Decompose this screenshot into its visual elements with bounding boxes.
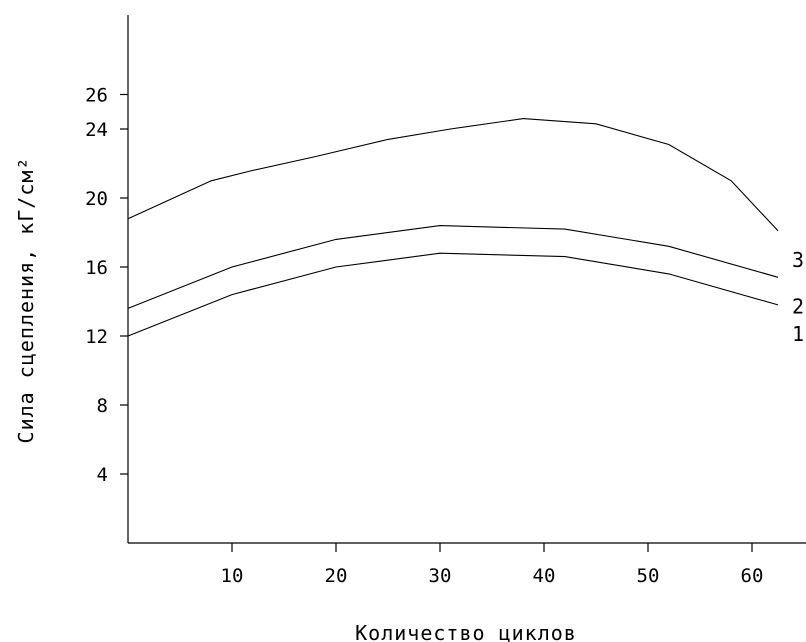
series-label-2: 2 <box>792 294 804 318</box>
y-axis-label: Сила сцепления, кГ/см² <box>14 157 38 444</box>
series-line-2 <box>127 225 779 309</box>
axes <box>127 15 806 544</box>
x-ticks: 10 20 30 40 50 60 <box>221 543 764 587</box>
y-tick-label: 20 <box>85 188 108 210</box>
x-tick-label: 20 <box>325 565 348 587</box>
x-tick-label: 10 <box>221 565 244 587</box>
y-tick-label: 12 <box>85 326 108 348</box>
series-lines <box>127 118 779 337</box>
series-label-3: 3 <box>792 248 804 272</box>
y-tick-label: 24 <box>85 119 108 141</box>
x-tick-label: 30 <box>429 565 452 587</box>
x-tick-label: 50 <box>637 565 660 587</box>
x-axis-label: Количество циклов <box>355 621 577 642</box>
series-label-1: 1 <box>792 322 804 346</box>
y-ticks: 4 8 12 16 20 24 26 <box>85 85 128 486</box>
series-line-3 <box>127 118 779 232</box>
y-tick-label: 8 <box>97 395 108 417</box>
y-tick-label: 4 <box>97 464 108 486</box>
y-tick-label: 26 <box>85 85 108 107</box>
series-line-1 <box>127 252 779 337</box>
x-tick-label: 60 <box>741 565 764 587</box>
series-labels: 1 2 3 <box>792 248 804 346</box>
x-tick-label: 40 <box>533 565 556 587</box>
y-tick-label: 16 <box>85 257 108 279</box>
